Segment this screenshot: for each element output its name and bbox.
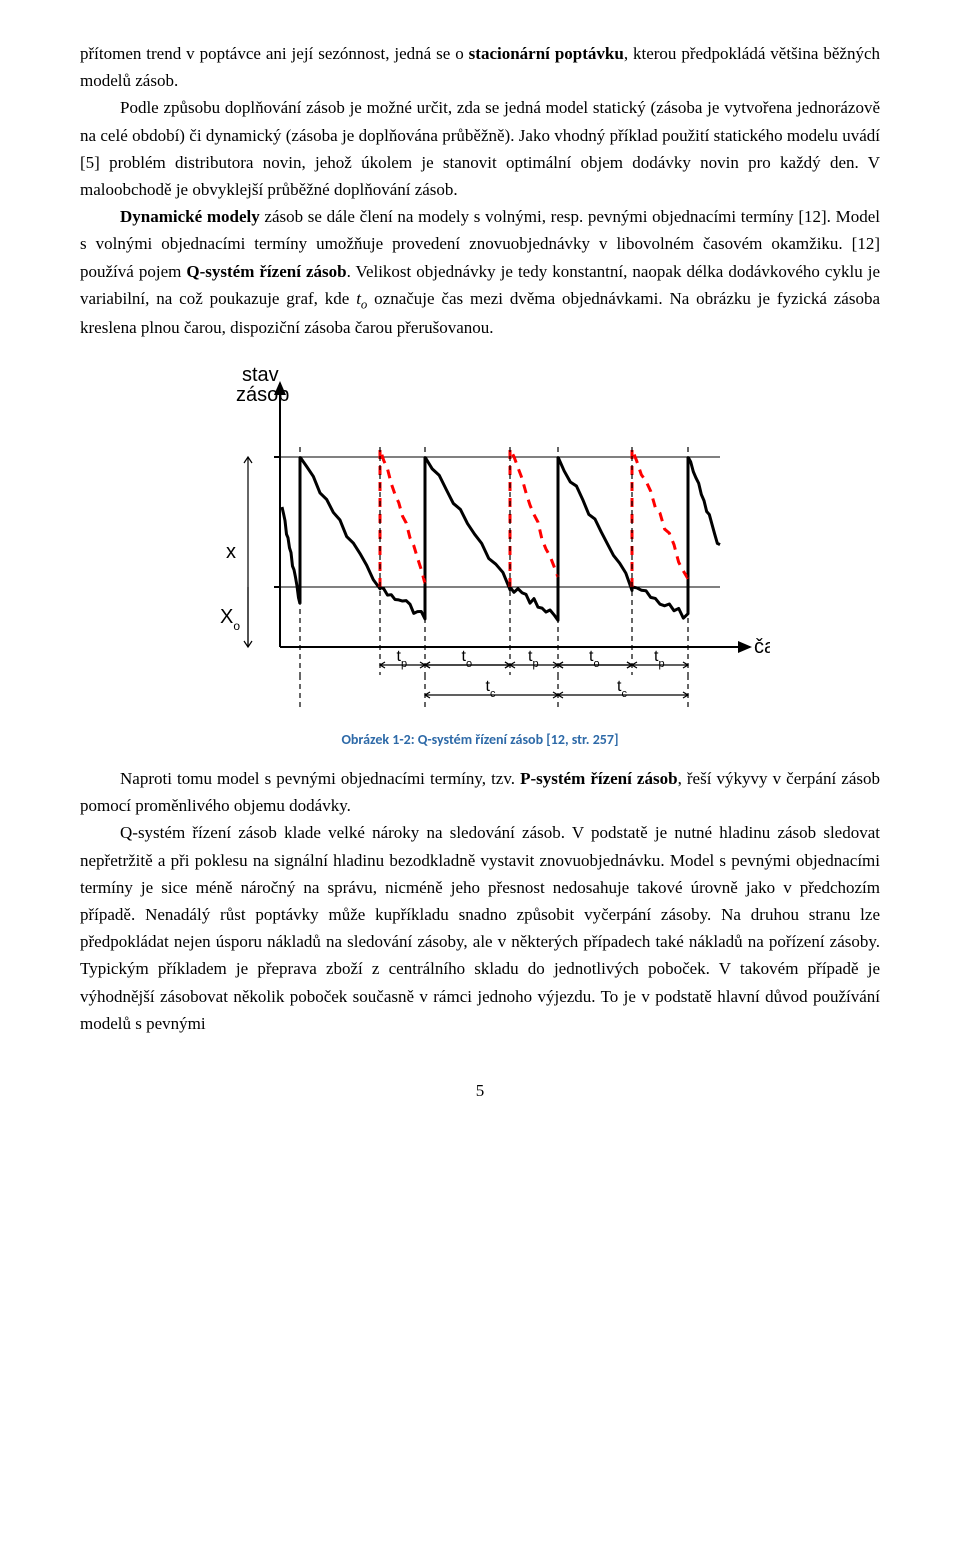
para-4-b: P-systém řízení zásob — [520, 769, 677, 788]
svg-text:čas: čas — [754, 636, 770, 658]
para-1-a: přítomen trend v poptávce ani její sezón… — [80, 44, 469, 63]
para-5-text: Q-systém řízení zásob klade velké nároky… — [80, 823, 880, 1032]
svg-text:tc: tc — [617, 678, 627, 700]
svg-text:to: to — [462, 648, 473, 670]
svg-text:Xo: Xo — [220, 606, 240, 633]
para-4-a: Naproti tomu model s pevnými objednacími… — [120, 769, 520, 788]
para-1: přítomen trend v poptávce ani její sezón… — [80, 40, 880, 94]
svg-text:to: to — [589, 648, 600, 670]
para-5: Q-systém řízení zásob klade velké nároky… — [80, 819, 880, 1037]
figure-q-system: stavzásobčasxXotptptp tototctc — [80, 357, 880, 717]
page-number: 5 — [80, 1077, 880, 1104]
para-4: Naproti tomu model s pevnými objednacími… — [80, 765, 880, 819]
svg-text:tp: tp — [397, 648, 408, 670]
svg-text:tc: tc — [486, 678, 496, 700]
para-3-a: Dynamické modely — [120, 207, 260, 226]
svg-text:tp: tp — [528, 648, 539, 670]
para-1-b: stacionární poptávku — [469, 44, 624, 63]
svg-text:zásob: zásob — [236, 384, 289, 406]
para-3-c: Q-systém řízení zásob — [186, 262, 346, 281]
para-2-text: Podle způsobu doplňování zásob je možné … — [80, 98, 880, 199]
para-2: Podle způsobu doplňování zásob je možné … — [80, 94, 880, 203]
svg-text:stav: stav — [242, 364, 279, 386]
figure-caption: Obrázek 1-2: Q-systém řízení zásob [12, … — [80, 729, 880, 751]
svg-text:tp: tp — [654, 648, 665, 670]
para-3: Dynamické modely zásob se dále člení na … — [80, 203, 880, 342]
chart-svg: stavzásobčasxXotptptp tototctc — [190, 357, 770, 717]
svg-text:x: x — [226, 541, 236, 563]
